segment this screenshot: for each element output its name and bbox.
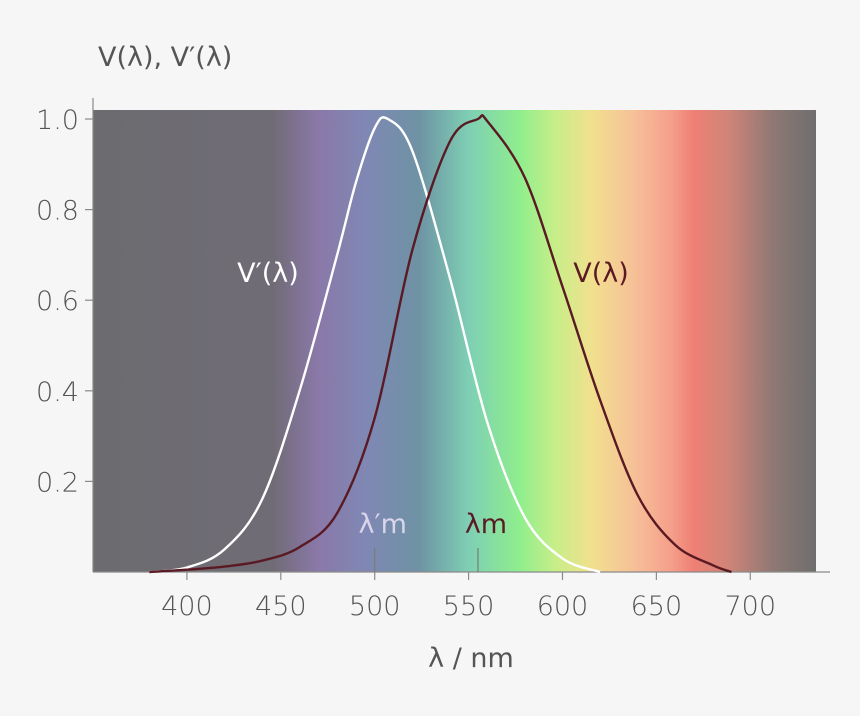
x-tick-label: 650 [631, 591, 683, 622]
series-line [149, 116, 601, 574]
y-ticks: 0.2 0.4 0.6 0.8 1.0 [36, 105, 93, 498]
x-axis-title: λ / nm [428, 643, 514, 674]
y-tick-label: 0.2 [36, 467, 79, 498]
y-tick-label: 0.8 [36, 196, 79, 227]
x-tick-label: 500 [349, 591, 401, 622]
plot-background [93, 110, 816, 572]
x-tick-label: 700 [724, 591, 776, 622]
x-tick-label: 550 [443, 591, 495, 622]
x-tick-label: 600 [537, 591, 589, 622]
y-tick-label: 0.4 [36, 377, 79, 408]
series-label: V(λ) [573, 258, 629, 289]
annotation-layer: λ′m λm [358, 509, 507, 572]
y-tick-label: 1.0 [36, 105, 79, 136]
series-label: V′(λ) [237, 258, 299, 289]
peak-annotation-label: λm [465, 509, 507, 540]
x-tick-label: 450 [255, 591, 307, 622]
x-tick-label: 400 [161, 591, 213, 622]
series-line [149, 113, 732, 574]
peak-annotation-label: λ′m [358, 509, 406, 540]
series-layer: V′(λ) V(λ) [149, 113, 732, 574]
axes [92, 98, 830, 573]
y-tick-label: 0.6 [36, 286, 79, 317]
x-ticks: 400 450 500 550 600 650 700 [161, 572, 776, 622]
y-axis-title: V(λ), V′(λ) [98, 42, 232, 73]
